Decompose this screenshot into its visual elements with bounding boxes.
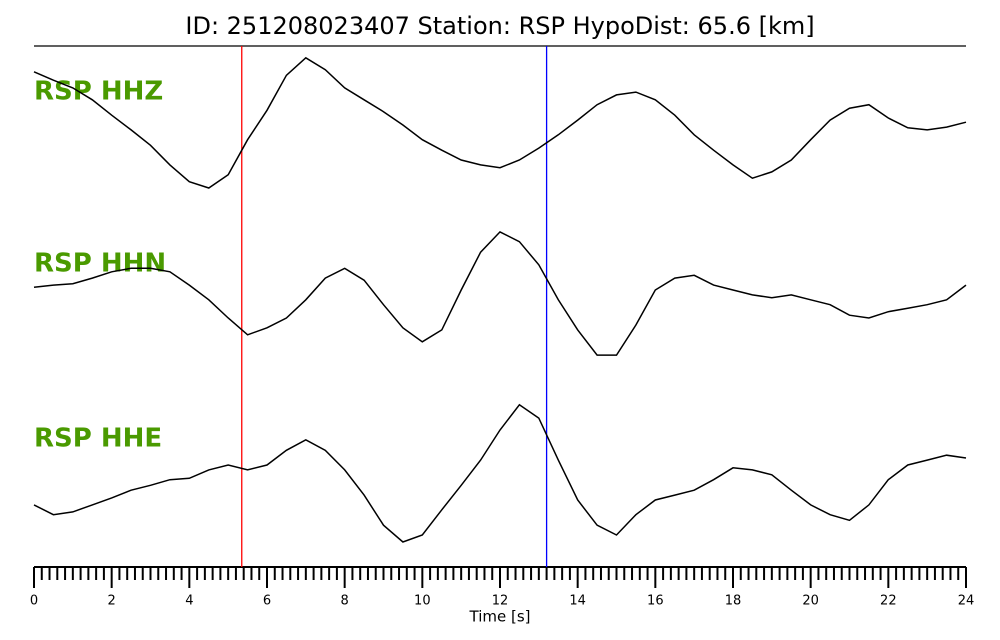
waveform <box>33 56 967 189</box>
x-tick-label: 6 <box>263 594 271 609</box>
trace-label: RSP HHE <box>34 424 162 454</box>
x-tick-label: 8 <box>341 594 349 609</box>
x-tick-label: 20 <box>802 594 819 609</box>
x-tick-label: 4 <box>185 594 193 609</box>
waveform <box>33 230 967 356</box>
x-tick-label: 2 <box>108 594 116 609</box>
x-tick-label: 10 <box>414 594 431 609</box>
x-tick-label: 18 <box>725 594 742 609</box>
x-tick-label: 22 <box>880 594 897 609</box>
x-tick-label: 12 <box>492 594 509 609</box>
waveform <box>33 403 967 543</box>
x-axis-label: Time [s] <box>469 608 531 626</box>
x-tick-label: 14 <box>569 594 586 609</box>
trace-label: RSP HHN <box>34 249 166 279</box>
x-tick-label: 24 <box>958 594 975 609</box>
x-tick-label: 16 <box>647 594 664 609</box>
x-tick-label: 0 <box>30 594 38 609</box>
chart-title: ID: 251208023407 Station: RSP HypoDist: … <box>185 12 814 40</box>
